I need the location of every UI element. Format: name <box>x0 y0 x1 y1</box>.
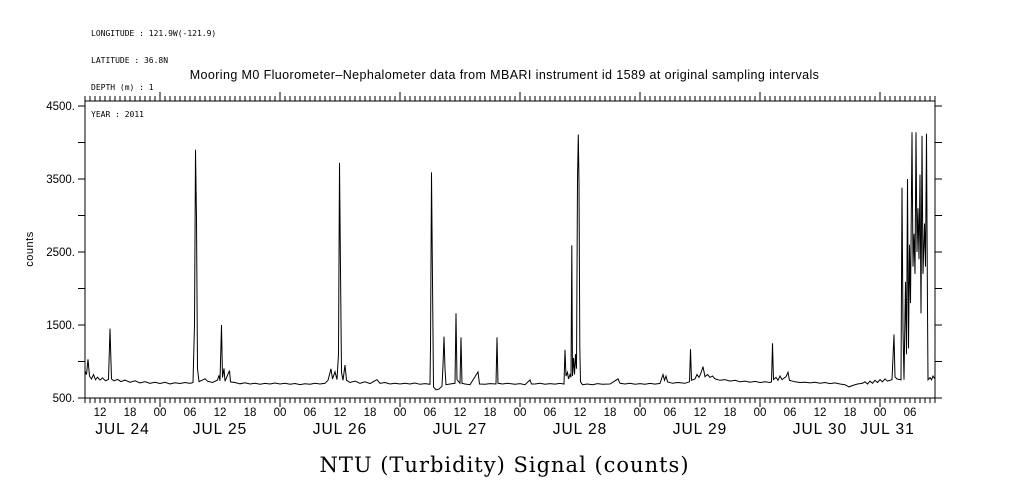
x-day-label: JUL 28 <box>553 421 608 438</box>
x-day-label: JUL 31 <box>860 421 915 438</box>
x-day-label: JUL 27 <box>433 421 488 438</box>
x-hour-label: 06 <box>784 407 797 419</box>
meta-latitude: LATITUDE : 36.8N <box>91 56 169 65</box>
x-hour-label: 00 <box>154 407 167 419</box>
x-hour-label: 18 <box>124 407 137 419</box>
x-hour-label: 12 <box>454 407 467 419</box>
x-hour-label: 18 <box>244 407 257 419</box>
meta-year: YEAR : 2011 <box>91 110 144 119</box>
x-day-label: JUL 24 <box>95 421 150 438</box>
x-hour-label: 12 <box>694 407 707 419</box>
x-day-label: JUL 29 <box>673 421 728 438</box>
figure-caption: NTU (Turbidity) Signal (counts) <box>319 453 690 477</box>
y-tick-label: 4500. <box>46 101 75 113</box>
x-hour-label: 00 <box>874 407 887 419</box>
x-hour-label: 00 <box>754 407 767 419</box>
x-hour-label: 00 <box>394 407 407 419</box>
x-hour-label: 00 <box>274 407 287 419</box>
x-hour-label: 06 <box>304 407 317 419</box>
x-hour-label: 12 <box>214 407 227 419</box>
metadata-block: LONGITUDE : 121.9W(-121.9) LATITUDE : 36… <box>91 11 216 137</box>
x-hour-label: 00 <box>634 407 647 419</box>
y-tick-label: 3500. <box>46 174 75 186</box>
x-hour-label: 18 <box>484 407 497 419</box>
x-hour-label: 18 <box>604 407 617 419</box>
x-hour-label: 06 <box>424 407 437 419</box>
x-hour-label: 00 <box>514 407 527 419</box>
x-hour-label: 06 <box>544 407 557 419</box>
y-tick-label: 1500. <box>46 320 75 332</box>
x-hour-label: 06 <box>664 407 677 419</box>
x-hour-label: 18 <box>724 407 737 419</box>
y-tick-label: 2500. <box>46 247 75 259</box>
x-day-label: JUL 25 <box>193 421 248 438</box>
x-hour-label: 18 <box>364 407 377 419</box>
x-hour-label: 06 <box>184 407 197 419</box>
turbidity-trace <box>84 132 936 391</box>
chart-title: Mooring M0 Fluorometer–Nephalometer data… <box>189 68 820 82</box>
x-hour-label: 18 <box>844 407 857 419</box>
meta-depth: DEPTH (m) : 1 <box>91 83 154 92</box>
x-hour-label: 12 <box>334 407 347 419</box>
x-day-label: JUL 30 <box>793 421 848 438</box>
x-hour-label: 12 <box>94 407 107 419</box>
x-hour-label: 12 <box>574 407 587 419</box>
y-tick-label: 500. <box>53 393 75 405</box>
x-day-label: JUL 26 <box>313 421 368 438</box>
plot-frame <box>84 100 936 399</box>
x-hour-label: 12 <box>814 407 827 419</box>
meta-longitude: LONGITUDE : 121.9W(-121.9) <box>91 29 217 38</box>
x-hour-label: 06 <box>904 407 917 419</box>
